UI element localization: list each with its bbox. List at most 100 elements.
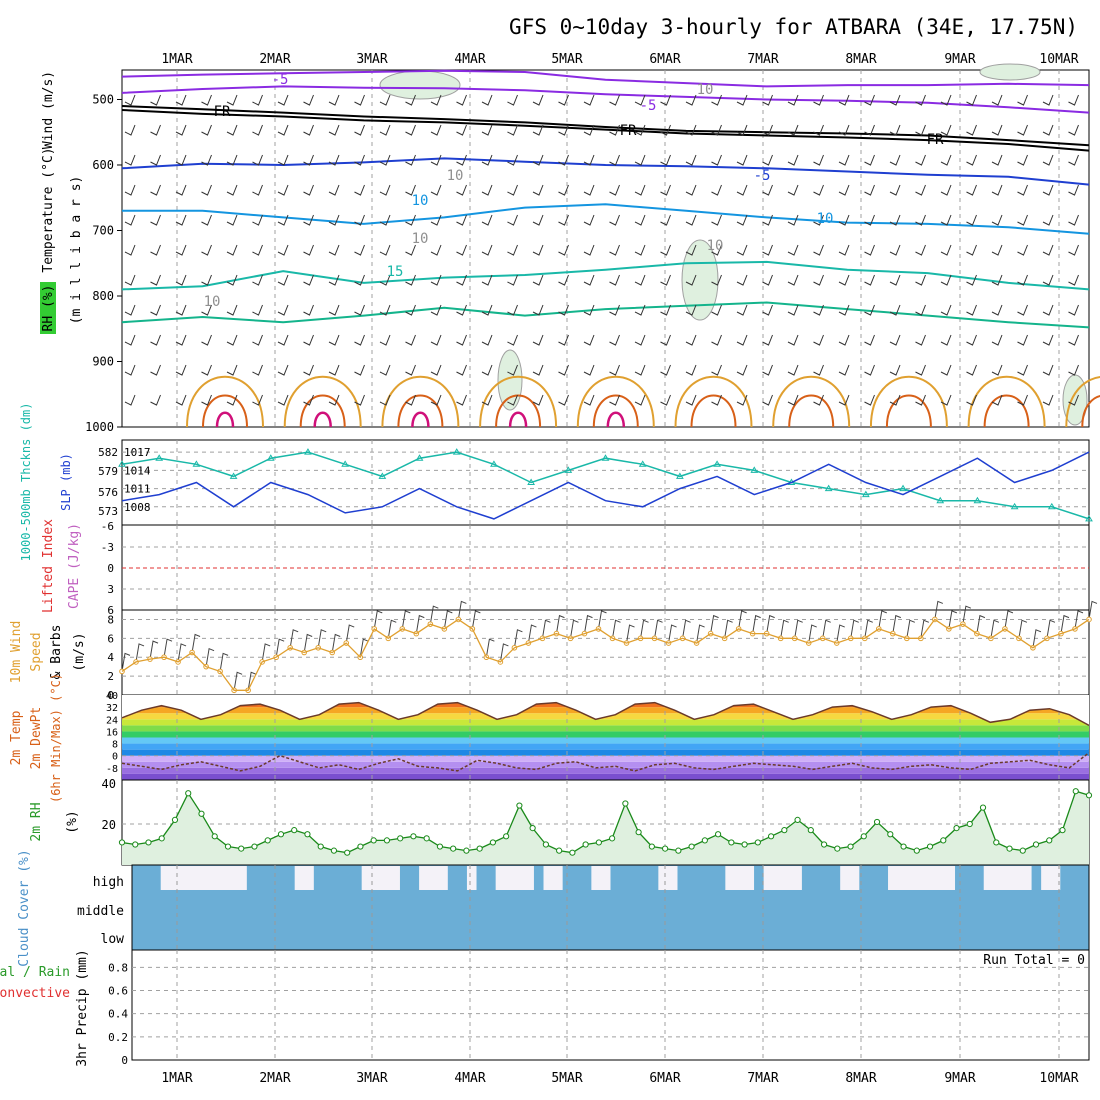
cloud-row-labels: high middle low	[77, 875, 124, 947]
wind-barb	[277, 334, 289, 346]
dewpoint-line	[121, 752, 1090, 772]
wind-barb	[583, 394, 595, 406]
wind-barb	[456, 184, 467, 196]
wind-barb	[456, 394, 467, 406]
wind-barb	[507, 274, 518, 286]
surface-wind-barb	[654, 619, 663, 639]
wind-barb	[915, 124, 926, 136]
cloud-high-gap	[361, 866, 400, 890]
pressure-tick-label: 800	[92, 289, 114, 303]
wind-barb	[201, 184, 212, 196]
rh-point	[1006, 845, 1013, 852]
wind-barb	[864, 214, 875, 226]
wind-barb	[379, 274, 391, 286]
rh-point	[450, 845, 457, 852]
wind-barb	[1017, 184, 1028, 196]
contour-label: 15	[387, 264, 404, 280]
surface-wind-barb	[471, 610, 481, 629]
wind-barb	[405, 124, 416, 136]
rh-point	[277, 831, 285, 838]
wind-barb	[150, 214, 161, 226]
surface-wind-barb	[135, 643, 145, 663]
wind-barb	[277, 154, 289, 166]
wind-barb	[660, 244, 671, 256]
rh-legend-swatch	[40, 282, 56, 334]
temperature-band	[122, 755, 1089, 762]
wind-barb	[328, 274, 340, 286]
wind-barb	[609, 334, 620, 346]
date-label-top: 5MAR	[551, 52, 582, 67]
wind-10m-ylabel-b: Speed	[29, 632, 44, 671]
low-level-contour	[885, 394, 932, 428]
wind-barb	[940, 184, 952, 196]
wind-barb	[1042, 274, 1054, 286]
wind-barb	[328, 304, 340, 316]
wind-barb	[252, 364, 263, 376]
low-level-contour	[495, 394, 542, 428]
surface-wind-barb	[1018, 619, 1028, 639]
surface-wind-barb	[177, 643, 187, 663]
low-level-contour	[381, 375, 460, 428]
surface-wind-barb	[640, 619, 649, 639]
wind-barb	[864, 124, 875, 136]
wind-barb	[354, 244, 365, 256]
wind-barb	[583, 154, 595, 166]
rh-point	[211, 833, 218, 840]
wind-barb	[175, 394, 187, 406]
wind-barb	[609, 364, 620, 376]
wind-barb	[379, 304, 391, 316]
temperature-tick-label: 32	[106, 703, 118, 714]
temperature-tick-label: -8	[106, 764, 118, 775]
contour-line	[121, 105, 1090, 147]
wind-barb	[430, 274, 442, 286]
wind-barb	[1042, 244, 1054, 256]
contour-label: FR	[927, 132, 944, 148]
wind-barb	[201, 244, 212, 256]
temperature-band	[122, 767, 1089, 774]
wind-barb	[507, 394, 518, 406]
wind-barb	[354, 334, 365, 346]
rh-point	[595, 839, 602, 846]
wind-barb	[915, 334, 926, 346]
wind-barb	[813, 274, 824, 286]
wind-barb	[1068, 364, 1079, 376]
date-label-top: 1MAR	[161, 52, 192, 67]
wind-barb	[354, 184, 365, 196]
wind-barb	[966, 154, 977, 166]
date-label-bottom: 10MAR	[1039, 1071, 1078, 1086]
wind-barb	[1042, 184, 1054, 196]
wind-barb	[711, 94, 722, 106]
cloud-high-gaps	[160, 866, 1061, 890]
wind-barb	[405, 274, 416, 286]
wind-barb	[226, 124, 238, 136]
date-label-top: 8MAR	[845, 52, 876, 67]
wind-barb	[940, 124, 952, 136]
wind-barb	[150, 244, 161, 256]
wind-barb	[150, 184, 161, 196]
thickness-slp-panel: 582 579 576 573 1017 1014 1011 1008 1000-500mb …	[19, 403, 1093, 561]
wind-barb	[991, 304, 1003, 316]
date-label-bottom: 4MAR	[454, 1071, 485, 1086]
cloud-high-gap	[495, 866, 534, 890]
surface-wind-barb	[906, 619, 915, 639]
wind-barb	[991, 274, 1003, 286]
wind-barb	[1017, 94, 1028, 106]
wind-barb	[889, 184, 901, 196]
wind-barb	[379, 94, 391, 106]
wind-barb	[379, 124, 391, 136]
wind-barb	[456, 364, 467, 376]
rh-point	[118, 839, 126, 846]
wind-barb	[787, 244, 799, 256]
wind-barb	[762, 334, 773, 346]
low-level-contour	[1065, 376, 1100, 428]
surface-wind-barb	[766, 614, 775, 634]
surface-wind-barb	[289, 629, 299, 648]
wind-barb	[685, 244, 697, 256]
surface-wind-barb	[429, 605, 439, 625]
surface-wind-barb	[752, 614, 761, 634]
wind-barb	[379, 364, 391, 376]
wind-barb	[456, 214, 467, 226]
slp-tick-label: 1011	[124, 483, 151, 496]
